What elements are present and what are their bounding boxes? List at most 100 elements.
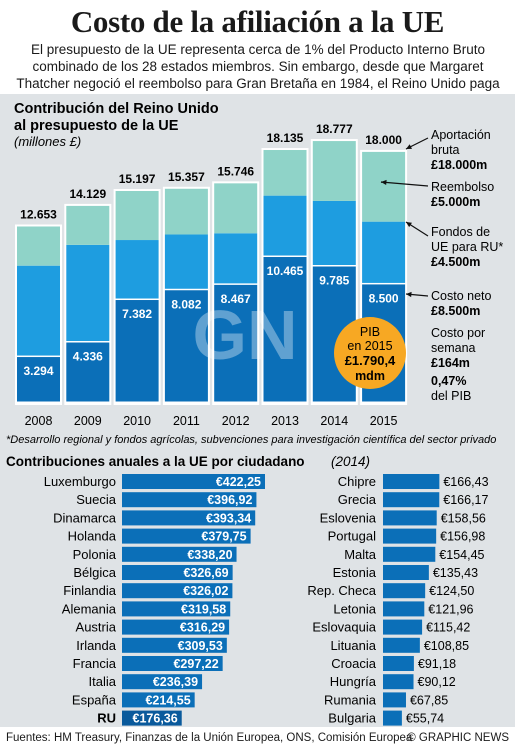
country-bar [122, 619, 230, 635]
bar-net-label: 4.336 [73, 350, 103, 364]
bar-segment [17, 357, 60, 402]
country-bar [122, 474, 265, 489]
country-label: Letonia [333, 601, 376, 616]
country-label: Finlandia [63, 583, 117, 598]
country-label: Chipre [338, 474, 376, 489]
x-tick-label: 2009 [74, 414, 102, 428]
country-value: €326,02 [183, 584, 228, 598]
bar-net-label: 3.294 [23, 364, 53, 378]
pib-line2: en 2015 [347, 339, 392, 353]
bar-net-label: 8.467 [221, 292, 251, 306]
country-bar [383, 601, 425, 617]
country-bar [122, 692, 195, 708]
country-value: €108,85 [424, 639, 469, 653]
country-value: €158,56 [441, 511, 486, 525]
country-bar [122, 637, 227, 653]
country-bar [122, 546, 237, 562]
x-tick-label: 2008 [25, 414, 53, 428]
country-bar [383, 492, 440, 508]
x-tick-label: 2015 [370, 414, 398, 428]
pointer-line [380, 181, 429, 187]
country-label: Italia [89, 674, 117, 689]
country-label: Rep. Checa [307, 583, 376, 598]
chart-title-line1: Contribución del Reino Unido [14, 101, 219, 117]
country-label: Polonia [73, 547, 117, 562]
country-value: €90,12 [418, 675, 456, 689]
chart2-title: Contribuciones anuales a la UE por ciuda… [6, 454, 305, 469]
bar-total-label: 12.653 [20, 207, 57, 221]
annotation-label: Aportación [431, 128, 491, 142]
bar-segment [164, 290, 208, 402]
watermark: GN [193, 296, 298, 374]
annotation-label: del PIB [431, 389, 471, 403]
x-tick-label: 2010 [123, 414, 151, 428]
bar-total-label: 15.357 [168, 170, 205, 184]
country-bar [383, 474, 440, 489]
bar-total-label: 15.197 [119, 172, 156, 186]
country-bar [383, 619, 423, 635]
pib-line4: mdm [355, 369, 385, 383]
chart2-subtitle: (2014) [331, 454, 370, 469]
country-label: Irlanda [76, 638, 117, 653]
country-bar [383, 637, 420, 653]
country-label: Holanda [68, 529, 117, 544]
country-value: €338,20 [187, 548, 232, 562]
chart-subtitle: (millones £) [14, 134, 81, 149]
country-label: Portugal [328, 529, 377, 544]
bar-segment [214, 183, 258, 234]
country-bar [383, 656, 414, 671]
country-bar [122, 674, 203, 690]
country-bar [383, 510, 437, 526]
country-value: €316,29 [180, 621, 225, 635]
bar-segment [362, 221, 406, 283]
country-label: Suecia [76, 492, 117, 507]
country-bar [383, 692, 406, 708]
per-citizen-panel: Contribuciones anuales a la UE por ciuda… [0, 450, 515, 727]
bar-total-label: 15.746 [217, 164, 254, 178]
annotation-value: £8.500m [431, 304, 480, 318]
bar-total-label: 18.777 [316, 122, 353, 136]
chart-footnote: *Desarrollo regional y fondos agrícolas,… [6, 434, 496, 446]
pointer-arrowhead [406, 144, 412, 149]
country-bar [383, 674, 414, 690]
country-value: €154,45 [439, 548, 484, 562]
country-label: Dinamarca [53, 510, 117, 525]
country-value: €379,75 [201, 530, 246, 544]
credit-text: © GRAPHIC NEWS [407, 732, 509, 744]
country-value: €55,74 [406, 712, 444, 726]
country-value: €115,42 [426, 621, 470, 635]
bar-segment [263, 195, 307, 256]
bar-segment [263, 150, 307, 196]
x-tick-label: 2014 [320, 414, 348, 428]
chart-title-line2: al presupuesto de la UE [14, 118, 179, 134]
bar-net-label: 8.082 [171, 297, 201, 311]
bar-segment [214, 233, 258, 284]
x-tick-label: 2012 [222, 414, 250, 428]
bar-segment [115, 300, 159, 402]
country-value: €156,98 [440, 530, 485, 544]
page-title: Costo de la afiliación a la UE [70, 4, 445, 39]
annotation-value: £164m [431, 356, 470, 370]
bar-segment [312, 141, 356, 201]
annotation-label: semana [431, 341, 476, 355]
bar-net-label: 10.465 [267, 264, 304, 278]
country-bar [383, 583, 426, 599]
country-bar [122, 656, 223, 671]
country-bar [383, 528, 437, 544]
sources-text: Fuentes: HM Treasury, Finanzas de la Uni… [6, 732, 413, 744]
country-label: Francia [73, 656, 117, 671]
country-value: €214,55 [145, 693, 190, 707]
country-label: Bélgica [73, 565, 116, 580]
country-value: €236,39 [153, 675, 198, 689]
annotation-label: Costo por [431, 326, 485, 340]
country-value: €319,58 [181, 602, 226, 616]
country-value: €393,34 [206, 511, 251, 525]
country-bar [122, 583, 233, 599]
country-value: €326,69 [183, 566, 228, 580]
country-value: €166,43 [443, 475, 488, 489]
annotation-value: £18.000m [431, 158, 487, 172]
country-label: Austria [76, 620, 117, 635]
country-bar [122, 528, 251, 544]
country-label: Croacia [331, 656, 377, 671]
bar-segment [214, 284, 258, 402]
